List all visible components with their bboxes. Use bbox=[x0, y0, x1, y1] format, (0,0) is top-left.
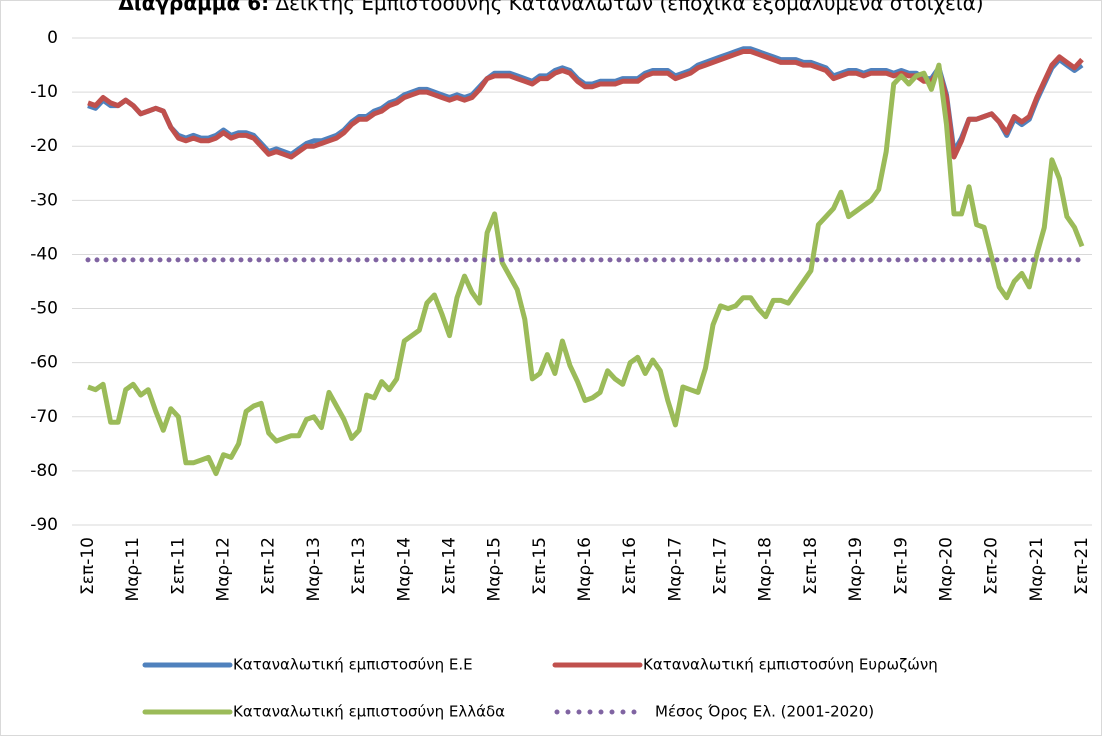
legend-label: Καταναλωτική εμπιστοσύνη Ευρωζώνη bbox=[643, 656, 938, 674]
y-tick-label: 0 bbox=[47, 28, 58, 48]
y-tick-label: -50 bbox=[30, 299, 58, 319]
x-tick-label: Σεπ-10 bbox=[78, 537, 98, 595]
x-tick-label: Σεπ-20 bbox=[982, 537, 1002, 595]
x-tick-label: Σεπ-11 bbox=[168, 537, 188, 595]
y-tick-label: -70 bbox=[30, 407, 58, 427]
legend-label: Μέσος Όρος Ελ. (2001-2020) bbox=[655, 703, 874, 721]
x-tick-label: Μαρ-17 bbox=[665, 537, 685, 601]
x-tick-label: Μαρ-15 bbox=[485, 537, 505, 601]
title-text: Δείκτης Εμπιστοσύνης Καταναλωτών (εποχικ… bbox=[276, 0, 984, 15]
x-tick-label: Μαρ-20 bbox=[936, 537, 956, 601]
chart-title: Διάγραμμα 6: Δείκτης Εμπιστοσύνης Κατανα… bbox=[118, 0, 983, 15]
legend-label: Καταναλωτική εμπιστοσύνη Ελλάδα bbox=[233, 703, 505, 721]
title-label: Διάγραμμα 6: bbox=[118, 0, 269, 15]
x-tick-label: Μαρ-12 bbox=[214, 537, 234, 601]
x-tick-label: Μαρ-21 bbox=[1027, 537, 1047, 601]
x-tick-label: Μαρ-18 bbox=[756, 537, 776, 601]
x-tick-label: Σεπ-18 bbox=[801, 537, 821, 595]
x-tick-label: Μαρ-16 bbox=[575, 537, 595, 601]
x-tick-label: Μαρ-11 bbox=[123, 537, 143, 601]
x-tick-label: Μαρ-19 bbox=[846, 537, 866, 601]
x-tick-label: Σεπ-15 bbox=[530, 537, 550, 595]
y-tick-label: -20 bbox=[30, 136, 58, 156]
x-tick-label: Σεπ-14 bbox=[439, 537, 459, 595]
y-tick-label: -60 bbox=[30, 353, 58, 373]
x-tick-label: Μαρ-14 bbox=[394, 537, 414, 601]
x-tick-label: Σεπ-16 bbox=[620, 537, 640, 595]
x-tick-label: Μαρ-13 bbox=[304, 537, 324, 601]
x-tick-label: Σεπ-12 bbox=[259, 537, 279, 595]
x-tick-label: Σεπ-21 bbox=[1072, 537, 1092, 595]
y-tick-label: -40 bbox=[30, 244, 58, 264]
legend-label: Καταναλωτική εμπιστοσύνη Ε.Ε bbox=[233, 656, 473, 674]
y-tick-label: -80 bbox=[30, 461, 58, 481]
x-tick-label: Σεπ-13 bbox=[349, 537, 369, 595]
y-tick-label: -90 bbox=[30, 515, 58, 535]
x-tick-label: Σεπ-17 bbox=[711, 537, 731, 595]
y-tick-label: -10 bbox=[30, 82, 58, 102]
series-line bbox=[87, 62, 1085, 477]
x-tick-label: Σεπ-19 bbox=[891, 537, 911, 595]
y-tick-label: -30 bbox=[30, 190, 58, 210]
